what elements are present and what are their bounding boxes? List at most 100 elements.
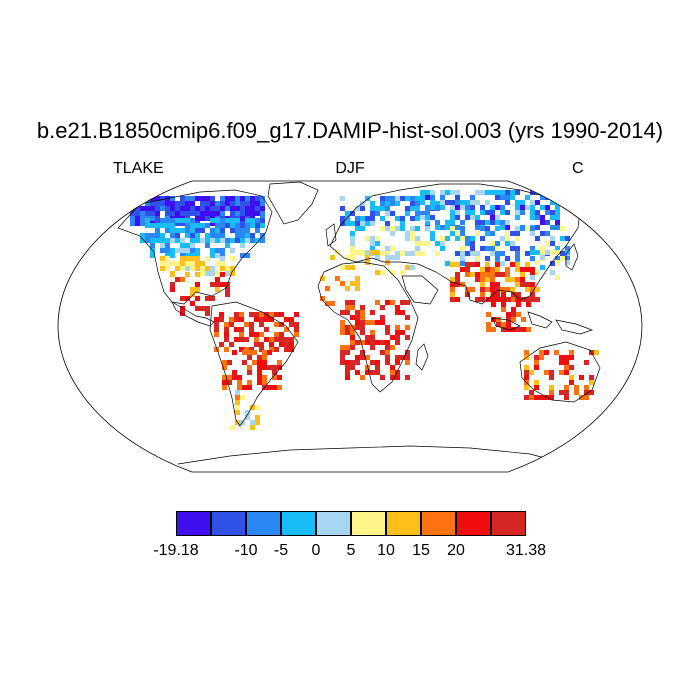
grid-cell bbox=[170, 206, 175, 211]
grid-cell bbox=[240, 253, 245, 258]
grid-cell bbox=[365, 250, 370, 255]
grid-cell bbox=[175, 201, 180, 206]
grid-cell bbox=[425, 190, 430, 195]
grid-cell bbox=[465, 215, 470, 220]
colorbar-swatch bbox=[351, 511, 386, 536]
grid-cell bbox=[249, 327, 254, 332]
grid-cell bbox=[535, 215, 540, 220]
grid-cell bbox=[490, 272, 495, 277]
grid-cell bbox=[257, 375, 262, 380]
grid-cell bbox=[495, 287, 500, 292]
grid-cell bbox=[475, 256, 480, 261]
grid-cell bbox=[224, 327, 229, 332]
grid-cell bbox=[350, 281, 355, 286]
grid-cell bbox=[205, 223, 210, 228]
grid-cell bbox=[520, 267, 525, 272]
grid-cell bbox=[560, 226, 565, 231]
grid-cell bbox=[475, 200, 480, 205]
grid-cell bbox=[135, 206, 140, 211]
grid-cell bbox=[160, 223, 165, 228]
grid-cell bbox=[500, 272, 505, 277]
grid-cell bbox=[515, 251, 520, 256]
grid-cell bbox=[250, 425, 255, 430]
grid-cell bbox=[185, 201, 190, 206]
grid-cell bbox=[220, 233, 225, 238]
grid-cell bbox=[589, 390, 594, 395]
grid-cell bbox=[150, 211, 155, 216]
grid-cell bbox=[215, 233, 220, 238]
grid-cell bbox=[320, 276, 325, 281]
grid-cell bbox=[325, 301, 330, 306]
grid-cell bbox=[195, 261, 200, 266]
grid-cell bbox=[455, 225, 460, 230]
grid-cell bbox=[549, 385, 554, 390]
grid-cell bbox=[486, 322, 491, 327]
grid-cell bbox=[185, 218, 190, 223]
grid-cell bbox=[485, 272, 490, 277]
grid-cell bbox=[185, 296, 190, 301]
grid-cell bbox=[460, 226, 465, 231]
grid-cell bbox=[247, 385, 252, 390]
grid-cell bbox=[540, 195, 545, 200]
grid-cell bbox=[535, 250, 540, 255]
grid-cell bbox=[210, 253, 215, 258]
grid-cell bbox=[495, 246, 500, 251]
grid-cell bbox=[565, 260, 570, 265]
grid-cell bbox=[247, 380, 252, 385]
grid-cell bbox=[425, 205, 430, 210]
grid-cell bbox=[220, 223, 225, 228]
grid-cell bbox=[185, 253, 190, 258]
grid-cell bbox=[390, 345, 395, 350]
grid-cell bbox=[245, 211, 250, 216]
grid-cell bbox=[415, 206, 420, 211]
grid-cell bbox=[360, 330, 365, 335]
grid-cell bbox=[465, 210, 470, 215]
grid-cell bbox=[480, 287, 485, 292]
grid-cell bbox=[215, 277, 220, 282]
grid-cell bbox=[505, 241, 510, 246]
grid-cell bbox=[225, 206, 230, 211]
grid-cell bbox=[470, 287, 475, 292]
grid-cell bbox=[160, 233, 165, 238]
grid-cell bbox=[289, 322, 294, 327]
grid-cell bbox=[224, 322, 229, 327]
grid-cell bbox=[410, 206, 415, 211]
grid-cell bbox=[480, 205, 485, 210]
grid-cell bbox=[340, 330, 345, 335]
grid-cell bbox=[240, 206, 245, 211]
grid-cell bbox=[435, 241, 440, 246]
grid-cell bbox=[262, 360, 267, 365]
grid-cell bbox=[350, 325, 355, 330]
grid-cell bbox=[490, 277, 495, 282]
grid-cell bbox=[445, 261, 450, 266]
grid-cell bbox=[220, 238, 225, 243]
grid-cell bbox=[247, 365, 252, 370]
grid-cell bbox=[480, 297, 485, 302]
grid-cell bbox=[530, 297, 535, 302]
grid-cell bbox=[215, 228, 220, 233]
grid-cell bbox=[225, 196, 230, 201]
colorbar-tick-label: 31.38 bbox=[505, 542, 547, 559]
grid-cell bbox=[524, 375, 529, 380]
grid-cell bbox=[170, 272, 175, 277]
grid-cell bbox=[385, 345, 390, 350]
grid-cell bbox=[490, 205, 495, 210]
grid-cell bbox=[490, 267, 495, 272]
grid-cell bbox=[289, 317, 294, 322]
grid-cell bbox=[490, 210, 495, 215]
grid-cell bbox=[255, 238, 260, 243]
grid-cell bbox=[180, 256, 185, 261]
grid-cell bbox=[524, 370, 529, 375]
grid-cell bbox=[511, 307, 516, 312]
grid-cell bbox=[470, 262, 475, 267]
grid-cell bbox=[385, 246, 390, 251]
grid-cell bbox=[289, 342, 294, 347]
grid-cell bbox=[405, 251, 410, 256]
grid-cell bbox=[150, 216, 155, 221]
grid-cell bbox=[245, 206, 250, 211]
grid-cell bbox=[500, 287, 505, 292]
grid-cell bbox=[340, 320, 345, 325]
grid-cell bbox=[360, 355, 365, 360]
grid-cell bbox=[486, 297, 491, 302]
grid-cell bbox=[140, 233, 145, 238]
